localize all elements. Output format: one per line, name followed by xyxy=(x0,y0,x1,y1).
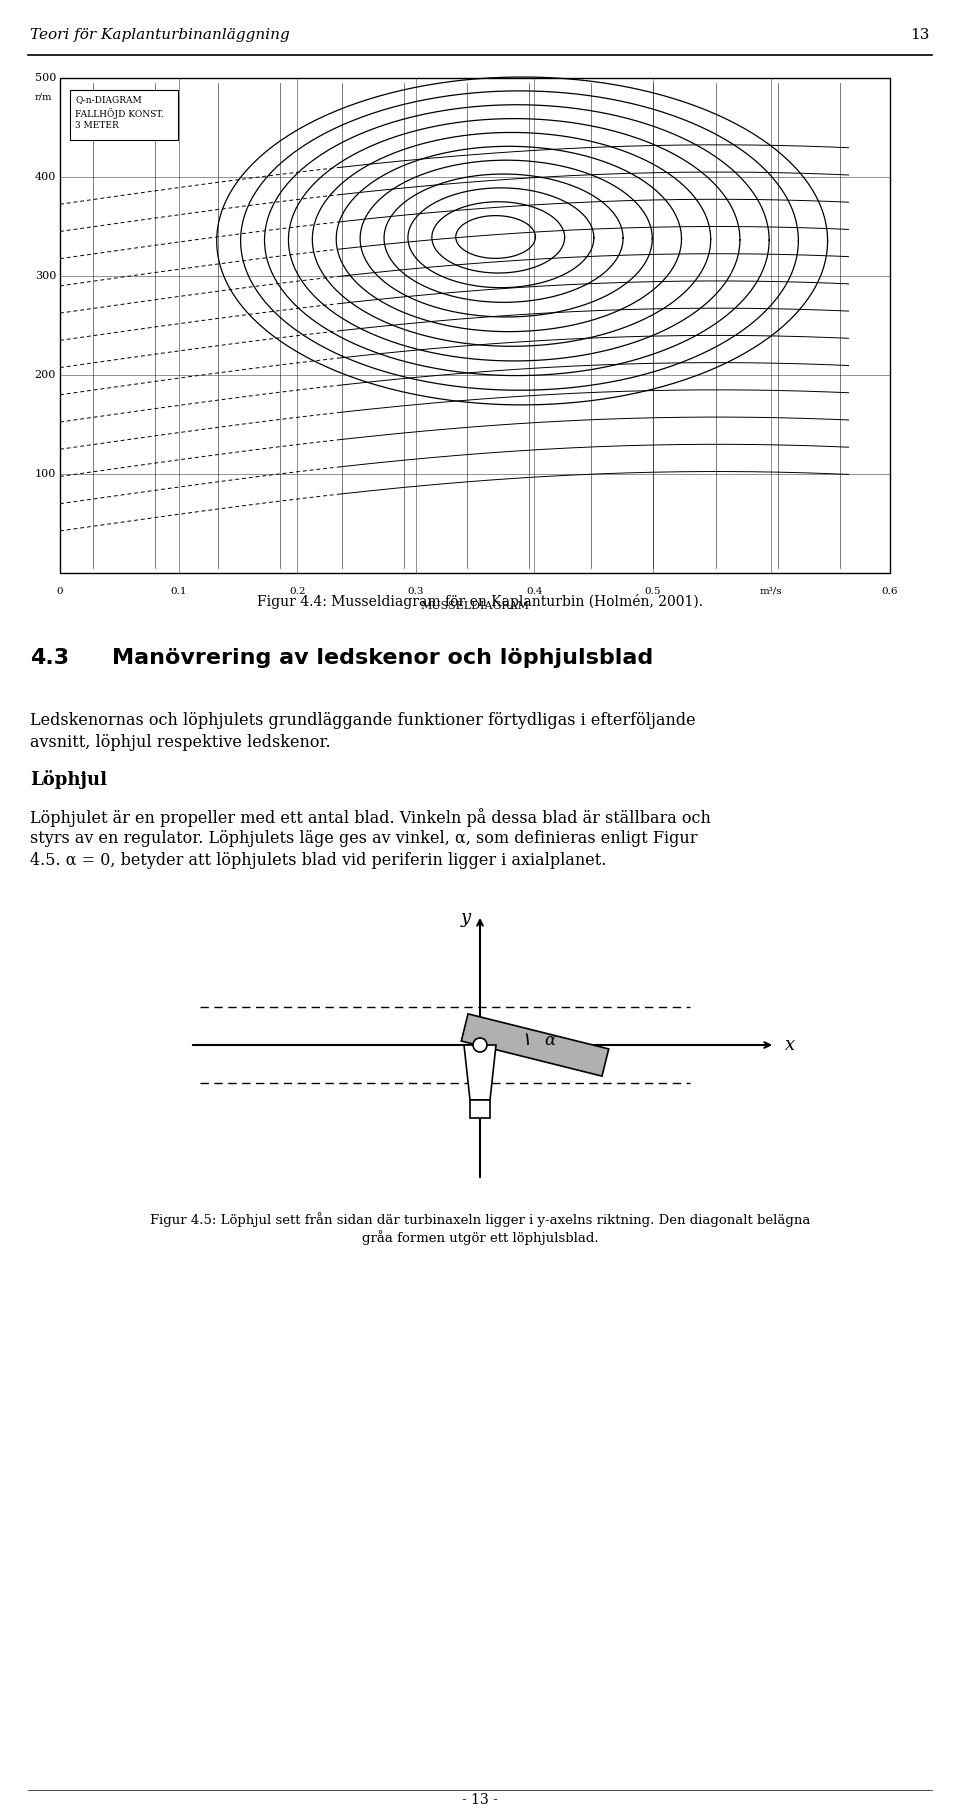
Text: 13: 13 xyxy=(911,27,930,42)
Text: 4.5. α = 0, betyder att löphjulets blad vid periferin ligger i axialplanet.: 4.5. α = 0, betyder att löphjulets blad … xyxy=(30,851,607,869)
Text: 0.4: 0.4 xyxy=(526,588,542,597)
Text: 0.6: 0.6 xyxy=(881,588,899,597)
Polygon shape xyxy=(461,1013,609,1077)
Text: Figur 4.4: Musseldiagram för en Kaplanturbin (Holmén, 2001).: Figur 4.4: Musseldiagram för en Kaplantu… xyxy=(257,595,703,609)
Polygon shape xyxy=(464,1044,496,1100)
Text: Manövrering av ledskenor och löphjulsblad: Manövrering av ledskenor och löphjulsbla… xyxy=(112,648,653,668)
Text: 300: 300 xyxy=(35,271,56,280)
Text: 0.1: 0.1 xyxy=(170,588,187,597)
Text: 0: 0 xyxy=(57,588,63,597)
Text: r/m: r/m xyxy=(35,93,52,102)
Text: Ledskenornas och löphjulets grundläggande funktioner förtydligas i efterföljande: Ledskenornas och löphjulets grundläggand… xyxy=(30,711,696,729)
Text: MUSSELDIAGRAM: MUSSELDIAGRAM xyxy=(420,600,530,611)
Text: 4.3: 4.3 xyxy=(30,648,69,668)
Text: Löphjul: Löphjul xyxy=(30,769,107,789)
Text: 100: 100 xyxy=(35,469,56,478)
Bar xyxy=(70,89,178,140)
Polygon shape xyxy=(470,1100,490,1119)
Text: FALLHÖJD KONST.: FALLHÖJD KONST. xyxy=(75,107,164,118)
Text: Q-n-DIAGRAM: Q-n-DIAGRAM xyxy=(75,95,142,104)
Text: - 13 -: - 13 - xyxy=(462,1794,498,1806)
Text: y: y xyxy=(461,910,471,928)
Text: 0.2: 0.2 xyxy=(289,588,305,597)
Text: 200: 200 xyxy=(35,369,56,380)
Text: x: x xyxy=(785,1037,795,1053)
Text: 3 METER: 3 METER xyxy=(75,122,119,129)
Text: Löphjulet är en propeller med ett antal blad. Vinkeln på dessa blad är ställbara: Löphjulet är en propeller med ett antal … xyxy=(30,808,710,828)
Text: styrs av en regulator. Löphjulets läge ges av vinkel, α, som definieras enligt F: styrs av en regulator. Löphjulets läge g… xyxy=(30,829,698,848)
Text: 0.3: 0.3 xyxy=(407,588,424,597)
Text: α: α xyxy=(544,1031,556,1050)
Bar xyxy=(60,78,890,573)
Circle shape xyxy=(473,1039,487,1051)
Text: gråa formen utgör ett löphjulsblad.: gråa formen utgör ett löphjulsblad. xyxy=(362,1230,598,1244)
Text: m³/s: m³/s xyxy=(760,588,782,597)
Text: avsnitt, löphjul respektive ledskenor.: avsnitt, löphjul respektive ledskenor. xyxy=(30,735,330,751)
Text: 400: 400 xyxy=(35,173,56,182)
Text: 500: 500 xyxy=(35,73,56,84)
Text: 0.5: 0.5 xyxy=(644,588,661,597)
Text: Figur 4.5: Löphjul sett från sidan där turbinaxeln ligger i y-axelns riktning. D: Figur 4.5: Löphjul sett från sidan där t… xyxy=(150,1211,810,1226)
Text: Teori för Kaplanturbinanläggning: Teori för Kaplanturbinanläggning xyxy=(30,27,290,42)
